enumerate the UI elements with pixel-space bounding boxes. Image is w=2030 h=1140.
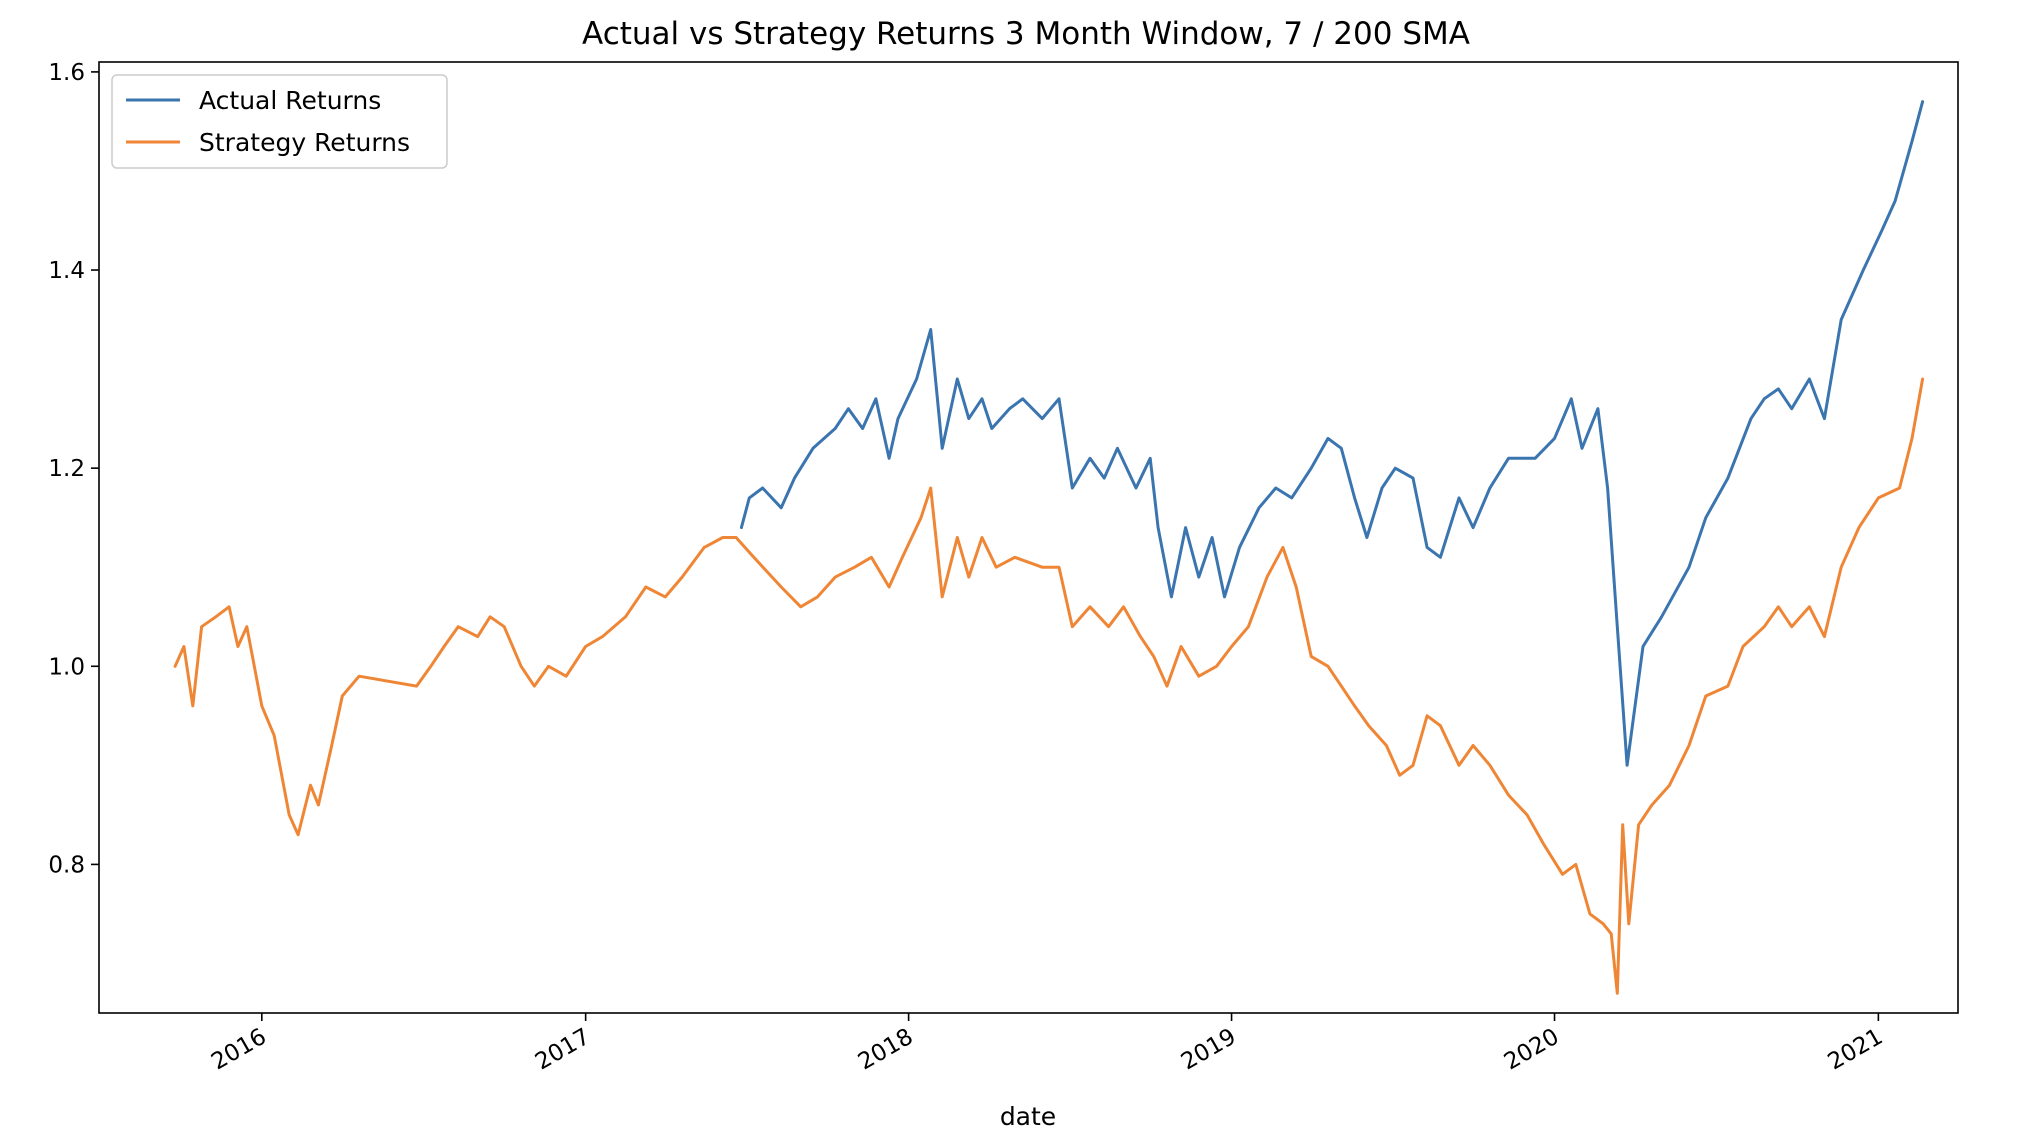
series-line-actual-returns	[739, 100, 1925, 767]
x-tick-label: 2019	[1177, 1024, 1241, 1076]
y-axis: 0.8 1.0 1.2 1.4 1.6	[48, 60, 99, 878]
legend-label-strategy-returns: Strategy Returns	[199, 128, 410, 157]
legend-label-actual-returns: Actual Returns	[199, 86, 381, 115]
x-tick-label: 2020	[1500, 1024, 1564, 1076]
x-tick-label: 2017	[531, 1024, 595, 1076]
chart-title: Actual vs Strategy Returns 3 Month Windo…	[582, 16, 1470, 52]
x-tick-label: 2016	[207, 1024, 271, 1076]
x-tick-label: 2021	[1824, 1024, 1888, 1076]
x-tick-label: 2018	[854, 1024, 918, 1076]
plot-frame	[98, 61, 1959, 1014]
y-tick-label: 1.0	[48, 654, 85, 680]
series-line-strategy-returns	[173, 377, 1925, 995]
legend-box	[111, 74, 448, 169]
y-tick-label: 1.6	[48, 60, 85, 86]
y-tick-label: 0.8	[48, 852, 85, 878]
series-layer	[173, 100, 1925, 995]
x-axis-label: date	[1000, 1102, 1056, 1131]
x-axis: 2016 2017 2018 2019 2020 2021	[207, 1013, 1887, 1075]
y-tick-label: 1.4	[48, 258, 85, 284]
legend: Actual Returns Strategy Returns	[111, 74, 448, 169]
y-tick-label: 1.2	[48, 456, 85, 482]
